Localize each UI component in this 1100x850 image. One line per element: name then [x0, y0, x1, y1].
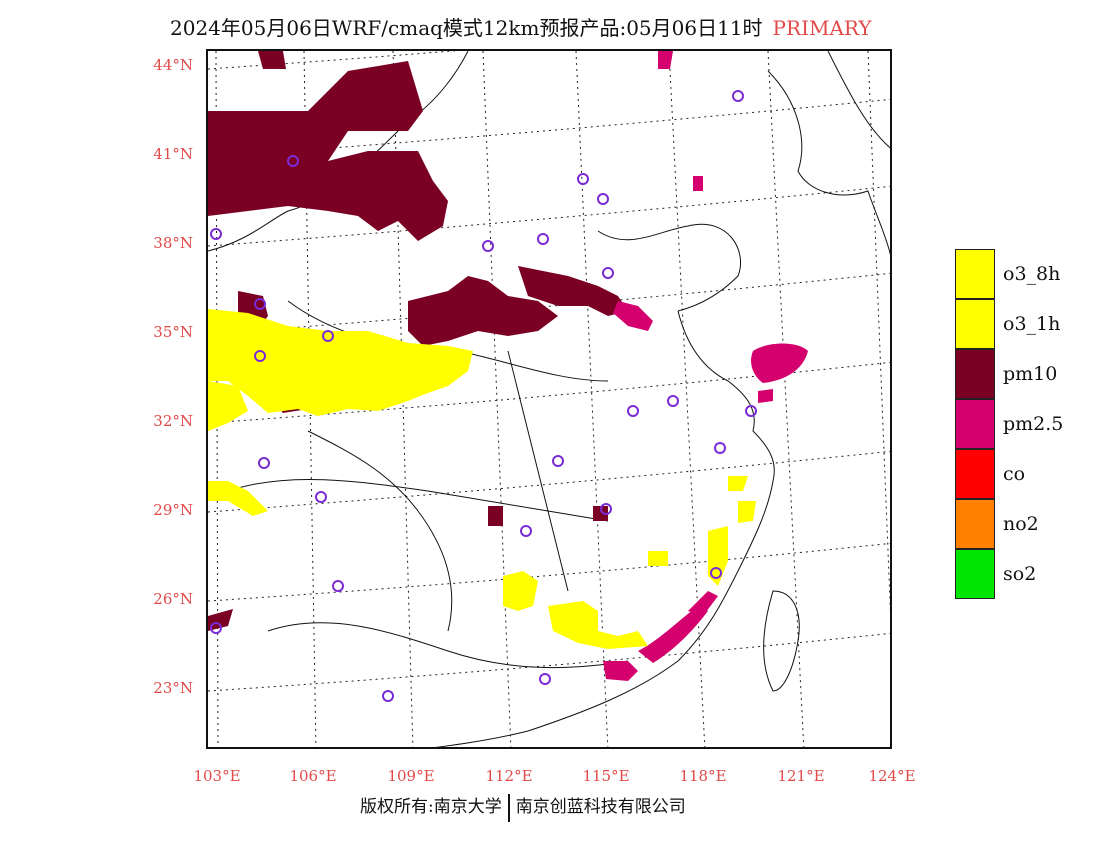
company-text: 南京创蓝科技有限公司 — [515, 797, 686, 817]
lon-label: 124°E — [868, 767, 916, 785]
lon-label: 103°E — [193, 767, 241, 785]
lat-label: 29°N — [153, 501, 193, 519]
station-marker — [315, 491, 327, 503]
legend-swatch — [955, 399, 995, 449]
pm25-areas — [603, 51, 808, 681]
graticule — [208, 51, 890, 747]
lat-label: 41°N — [153, 145, 193, 163]
lon-label: 115°E — [582, 767, 630, 785]
map-title: 2024年05月06日WRF/cmaq模式12km预报产品:05月06日11时 P… — [170, 12, 872, 41]
legend-swatch — [955, 299, 995, 349]
lon-label: 118°E — [679, 767, 727, 785]
copyright-text: 版权所有:南京大学 — [360, 797, 502, 817]
lat-label: 26°N — [153, 590, 193, 608]
legend-label: o3_1h — [1003, 313, 1061, 335]
station-marker — [552, 455, 564, 467]
o3-areas — [208, 309, 756, 649]
lon-label: 112°E — [485, 767, 533, 785]
station-marker — [382, 690, 394, 702]
station-marker — [287, 155, 299, 167]
station-marker — [537, 233, 549, 245]
station-marker — [732, 90, 744, 102]
lat-label: 38°N — [153, 234, 193, 252]
pollution-map — [208, 51, 890, 747]
footer-divider — [507, 793, 510, 822]
map-panel — [206, 49, 892, 749]
lat-label: 44°N — [153, 56, 193, 74]
station-marker — [210, 622, 222, 634]
lon-label: 106°E — [289, 767, 337, 785]
lat-label: 32°N — [153, 412, 193, 430]
station-marker — [714, 442, 726, 454]
station-marker — [602, 267, 614, 279]
station-marker — [627, 405, 639, 417]
station-marker — [210, 228, 222, 240]
lat-label: 35°N — [153, 323, 193, 341]
station-marker — [332, 580, 344, 592]
station-marker — [710, 567, 722, 579]
station-marker — [667, 395, 679, 407]
station-marker — [520, 525, 532, 537]
legend-label: pm10 — [1003, 363, 1058, 385]
station-marker — [600, 503, 612, 515]
station-marker — [258, 457, 270, 469]
station-marker — [577, 173, 589, 185]
station-marker — [254, 350, 266, 362]
legend-label: so2 — [1003, 563, 1037, 585]
station-markers — [210, 90, 757, 702]
legend-swatch — [955, 549, 995, 599]
station-marker — [482, 240, 494, 252]
legend-label: co — [1003, 463, 1026, 485]
legend-swatch — [955, 349, 995, 399]
primary-tag: PRIMARY — [772, 16, 872, 40]
station-marker — [254, 298, 266, 310]
lon-label: 121°E — [777, 767, 825, 785]
legend-label: o3_8h — [1003, 263, 1061, 285]
station-marker — [539, 673, 551, 685]
station-marker — [745, 405, 757, 417]
legend-swatch — [955, 499, 995, 549]
legend-swatch — [955, 249, 995, 299]
lat-label: 23°N — [153, 679, 193, 697]
station-marker — [322, 330, 334, 342]
legend-swatch — [955, 449, 995, 499]
legend-label: pm2.5 — [1003, 413, 1064, 435]
title-text: 2024年05月06日WRF/cmaq模式12km预报产品:05月06日11时 — [170, 16, 763, 40]
copyright-footer: 版权所有:南京大学 南京创蓝科技有限公司 — [360, 792, 686, 822]
station-marker — [597, 193, 609, 205]
legend-label: no2 — [1003, 513, 1039, 535]
lon-label: 109°E — [387, 767, 435, 785]
